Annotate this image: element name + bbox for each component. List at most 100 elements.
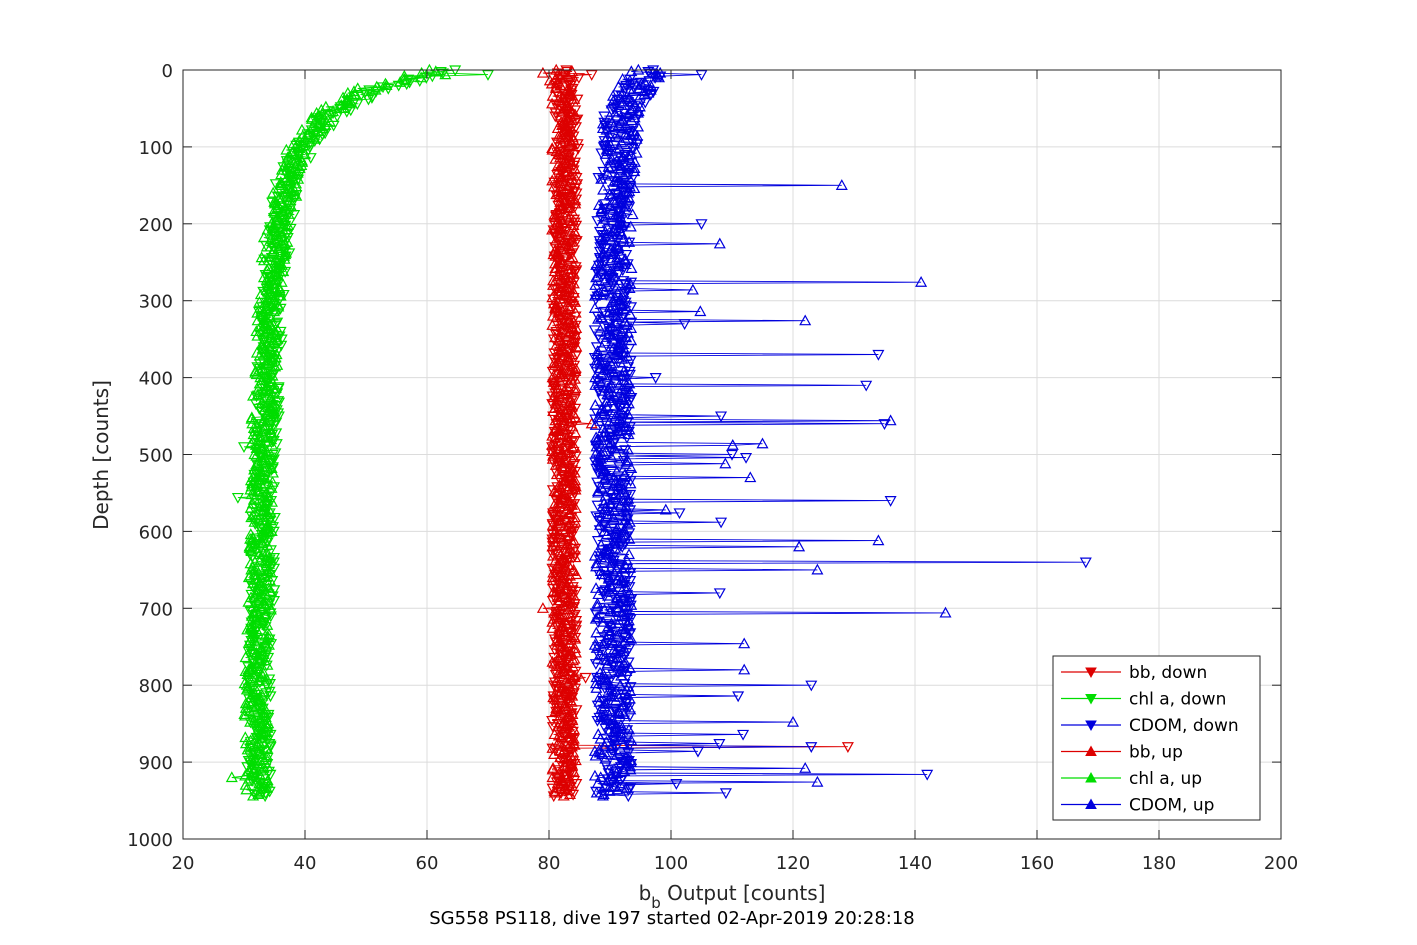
up-triangle-marker xyxy=(694,305,707,317)
up-triangle-marker xyxy=(601,658,614,670)
y-tick-label: 800 xyxy=(139,676,173,697)
up-triangle-marker xyxy=(548,657,561,669)
up-triangle-marker xyxy=(555,171,568,183)
down-triangle-marker xyxy=(624,682,637,693)
up-triangle-marker xyxy=(271,359,284,370)
up-triangle-marker xyxy=(242,595,255,607)
up-triangle-marker xyxy=(247,626,260,638)
up-triangle-marker xyxy=(398,69,411,81)
up-triangle-marker xyxy=(266,297,279,309)
x-tick-label: 40 xyxy=(294,853,317,874)
up-triangle-marker xyxy=(606,552,619,564)
legend-item: chl a, down xyxy=(1061,690,1226,710)
legend-label: chl a, down xyxy=(1129,690,1226,710)
up-triangle-marker xyxy=(260,640,273,652)
up-triangle-marker xyxy=(546,615,559,627)
up-triangle-marker xyxy=(262,523,275,535)
down-triangle-marker xyxy=(593,482,606,494)
up-triangle-marker xyxy=(265,217,278,229)
up-triangle-marker xyxy=(261,539,274,550)
down-triangle-marker xyxy=(732,691,745,703)
up-triangle-marker xyxy=(560,617,573,629)
down-triangle-marker xyxy=(595,213,608,224)
up-triangle-marker xyxy=(556,532,569,544)
up-triangle-marker xyxy=(566,660,579,672)
up-triangle-marker xyxy=(269,360,282,372)
x-axis-label: bb Output [counts] xyxy=(639,881,826,912)
up-triangle-marker xyxy=(319,100,332,112)
down-triangle-marker xyxy=(546,485,559,497)
down-triangle-marker xyxy=(805,680,818,692)
up-triangle-marker xyxy=(546,449,560,461)
up-triangle-marker xyxy=(256,614,269,626)
up-triangle-marker xyxy=(348,88,361,100)
x-tick-label: 120 xyxy=(776,853,810,874)
up-triangle-marker xyxy=(590,786,603,798)
up-triangle-marker xyxy=(596,117,609,129)
up-triangle-marker xyxy=(252,788,265,799)
up-triangle-marker xyxy=(613,257,626,269)
up-triangle-marker xyxy=(609,535,622,547)
up-triangle-marker xyxy=(591,485,605,497)
down-triangle-marker xyxy=(271,388,284,400)
up-triangle-marker xyxy=(604,605,617,616)
up-triangle-marker xyxy=(554,366,567,378)
up-triangle-marker xyxy=(549,359,562,370)
up-triangle-marker xyxy=(604,139,617,150)
up-triangle-marker xyxy=(256,302,269,313)
up-triangle-marker xyxy=(605,451,618,463)
up-triangle-marker xyxy=(569,483,582,495)
up-triangle-marker xyxy=(249,612,262,624)
up-triangle-marker xyxy=(616,392,629,404)
up-triangle-marker xyxy=(275,179,288,190)
up-triangle-marker xyxy=(562,263,575,275)
up-triangle-marker xyxy=(565,205,579,217)
up-triangle-marker xyxy=(596,466,609,478)
up-triangle-marker xyxy=(618,514,631,526)
up-triangle-marker xyxy=(621,108,634,120)
y-tick-label: 500 xyxy=(139,446,173,467)
up-triangle-marker xyxy=(251,459,264,470)
up-triangle-marker xyxy=(564,392,577,404)
up-triangle-marker xyxy=(248,537,261,549)
up-triangle-marker xyxy=(257,729,270,741)
up-triangle-marker xyxy=(569,515,582,527)
up-triangle-marker xyxy=(252,594,265,606)
up-triangle-marker xyxy=(563,529,576,541)
up-triangle-marker xyxy=(617,151,630,163)
up-triangle-marker xyxy=(599,675,612,687)
up-triangle-marker xyxy=(557,292,570,304)
down-triangle-marker xyxy=(884,496,897,507)
up-triangle-marker xyxy=(557,419,570,430)
up-triangle-marker xyxy=(560,718,573,730)
up-triangle-marker xyxy=(246,577,259,589)
up-triangle-marker xyxy=(603,188,616,200)
up-triangle-marker xyxy=(598,700,611,712)
up-triangle-marker xyxy=(248,492,261,504)
up-triangle-marker xyxy=(556,91,569,103)
up-triangle-marker xyxy=(600,735,613,747)
down-triangle-marker xyxy=(579,672,592,684)
up-triangle-marker xyxy=(569,296,582,307)
up-triangle-marker xyxy=(266,222,279,234)
up-triangle-marker xyxy=(568,511,581,523)
up-triangle-marker xyxy=(247,389,260,401)
up-triangle-marker xyxy=(566,597,579,609)
up-triangle-marker xyxy=(614,192,627,204)
down-triangle-marker xyxy=(841,742,854,753)
up-triangle-marker xyxy=(547,274,560,286)
up-triangle-marker xyxy=(600,508,613,520)
up-triangle-marker xyxy=(264,603,277,615)
legend-item: bb, up xyxy=(1061,743,1183,763)
legend-label: CDOM, up xyxy=(1129,796,1214,816)
up-triangle-marker xyxy=(565,695,578,707)
up-triangle-marker xyxy=(591,652,604,664)
up-triangle-marker xyxy=(603,415,616,427)
down-triangle-marker xyxy=(617,456,630,467)
up-triangle-marker xyxy=(546,571,559,583)
up-triangle-marker xyxy=(253,674,266,686)
up-triangle-marker xyxy=(602,774,615,786)
up-triangle-marker xyxy=(603,785,616,796)
up-triangle-marker xyxy=(566,442,579,453)
down-triangle-marker xyxy=(622,657,635,669)
